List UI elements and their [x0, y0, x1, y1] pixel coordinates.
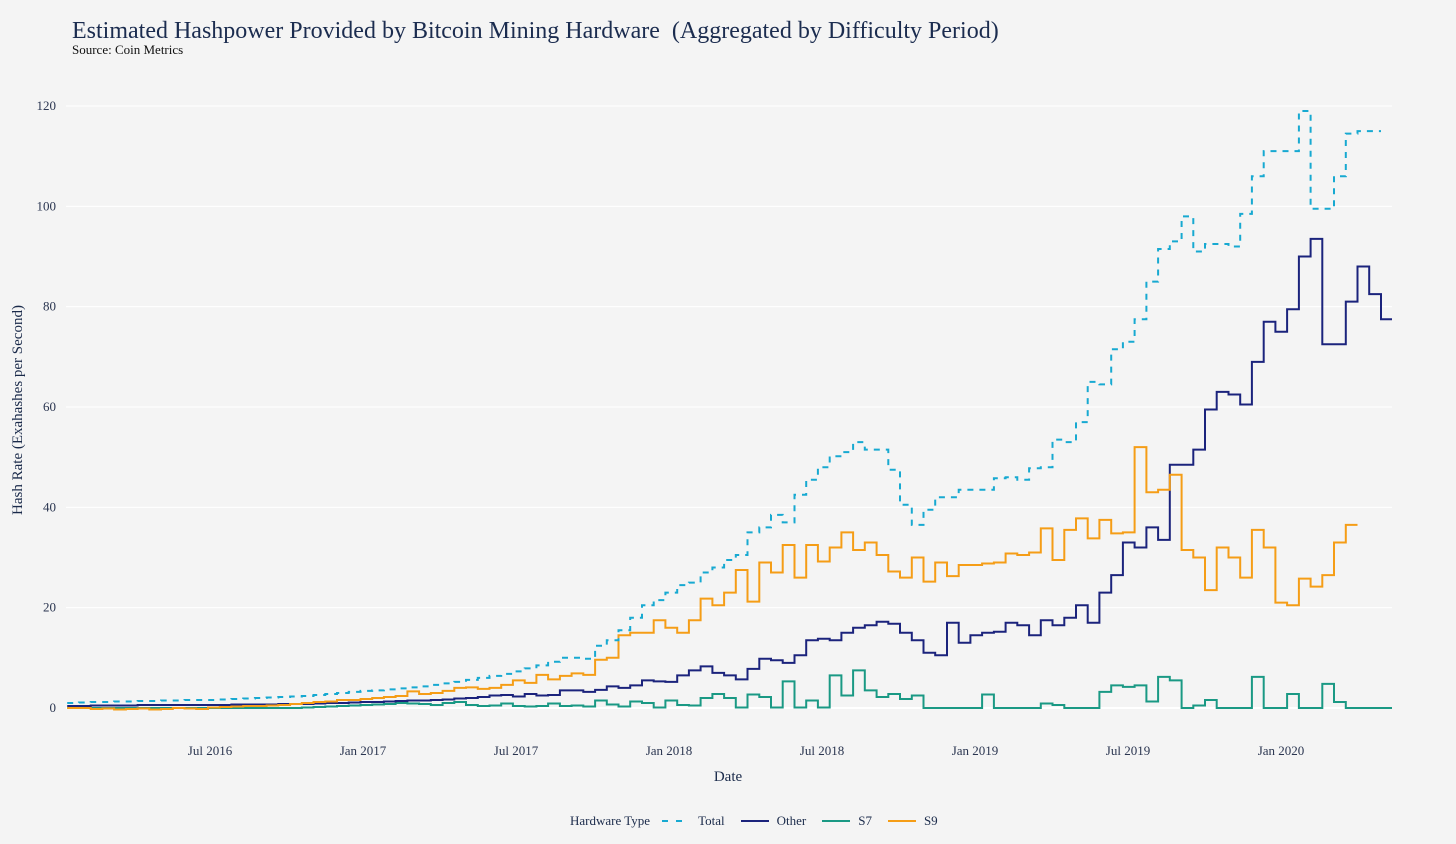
chart-title: Estimated Hashpower Provided by Bitcoin … — [72, 18, 999, 44]
legend-item-s9[interactable]: S9 — [886, 813, 938, 829]
chart-subtitle: Source: Coin Metrics — [72, 42, 184, 57]
x-tick-label: Jan 2020 — [1258, 743, 1305, 758]
x-tick-label: Jul 2019 — [1106, 743, 1150, 758]
x-axis-label: Date — [714, 769, 743, 785]
legend-title: Hardware Type — [570, 813, 651, 828]
legend-label: S9 — [923, 813, 938, 828]
legend-label: S7 — [858, 813, 872, 828]
x-tick-label: Jan 2019 — [952, 743, 999, 758]
legend-swatch-icon — [887, 820, 916, 822]
legend-swatch-icon — [662, 820, 691, 822]
y-tick-label: 80 — [43, 299, 56, 314]
y-tick-label: 60 — [43, 399, 56, 414]
x-axis-ticks: Jul 2016 Jan 2017 Jul 2017 Jan 2018 Jul 2018… — [188, 743, 1305, 758]
legend-item-other[interactable]: Other — [739, 813, 807, 829]
x-tick-label: Jul 2017 — [494, 743, 539, 758]
gridlines — [66, 105, 1392, 709]
legend-item-total[interactable]: Total — [660, 813, 725, 829]
series-line-other — [67, 237, 1392, 707]
legend-label: Total — [698, 813, 725, 828]
series-line-s9 — [67, 446, 1358, 711]
x-tick-label: Jan 2017 — [340, 743, 387, 758]
legend-label: Other — [776, 813, 807, 828]
series-line-s7 — [67, 669, 1392, 709]
y-tick-label: 120 — [37, 98, 57, 113]
y-axis-ticks: 0 20 40 60 80 100 120 — [37, 98, 57, 715]
legend-swatch-icon — [822, 820, 851, 822]
y-tick-label: 100 — [37, 198, 57, 213]
y-tick-label: 0 — [50, 700, 57, 715]
y-axis-label: Hash Rate (Exahashes per Second) — [10, 305, 26, 515]
legend-swatch-icon — [740, 820, 769, 822]
y-tick-label: 20 — [43, 600, 56, 615]
y-tick-label: 40 — [43, 499, 56, 514]
legend: Hardware Type Total Other S7 S9 — [570, 813, 938, 829]
x-tick-label: Jan 2018 — [646, 743, 693, 758]
series-lines — [67, 110, 1392, 711]
x-tick-label: Jul 2016 — [188, 743, 233, 758]
legend-item-s7[interactable]: S7 — [820, 813, 872, 829]
x-tick-label: Jul 2018 — [800, 743, 844, 758]
